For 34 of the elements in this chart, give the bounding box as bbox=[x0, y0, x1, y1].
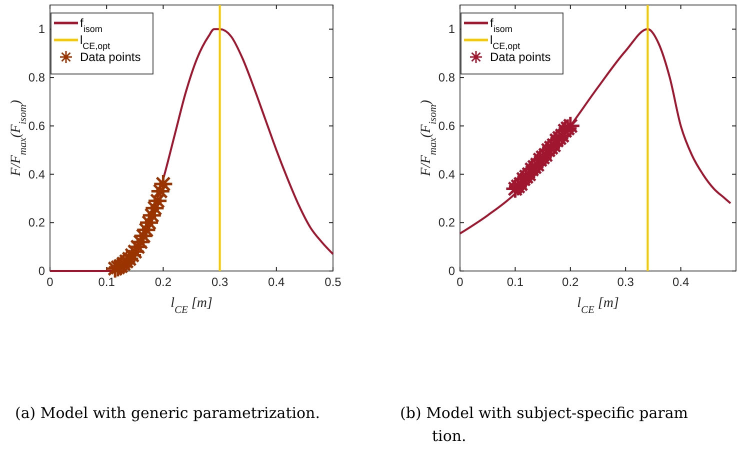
x-tick-label: 0.2 bbox=[562, 275, 580, 289]
legend-label: l$_{CE,opt}$ bbox=[80, 33, 111, 51]
x-tick-label: 0.3 bbox=[617, 275, 634, 289]
x-tick-label: 0.2 bbox=[154, 275, 172, 289]
y-tick-label: 0.4 bbox=[438, 167, 456, 182]
y-tick-label: 0.6 bbox=[28, 118, 46, 133]
x-tick-label: 0 bbox=[46, 275, 54, 289]
x-axis-title: l$_{CE}$ [m] bbox=[170, 296, 212, 316]
y-tick-label: 1 bbox=[448, 22, 456, 36]
x-tick-label: 0.1 bbox=[98, 275, 116, 289]
y-tick-label: 0.2 bbox=[28, 216, 46, 230]
y-tick-label: 0.8 bbox=[28, 70, 46, 85]
y-tick-label: 0.6 bbox=[438, 118, 456, 133]
x-tick-label: 0.4 bbox=[672, 275, 690, 289]
text: tion. bbox=[432, 427, 466, 445]
y-tick-label: 0.2 bbox=[438, 216, 456, 230]
y-tick-label: 0 bbox=[38, 264, 46, 278]
legend-label: f$_{isom}$ bbox=[80, 16, 102, 34]
x-tick-label: 0.1 bbox=[506, 275, 524, 289]
x-tick-label: 0.4 bbox=[268, 275, 286, 289]
legend-label: Data points bbox=[490, 50, 551, 64]
x-tick-label: 0.5 bbox=[324, 275, 342, 289]
legend-label: l$_{CE,opt}$ bbox=[490, 33, 521, 51]
text: (b) Model with subject-specific param bbox=[400, 404, 688, 422]
y-tick-label: 0.4 bbox=[28, 167, 46, 182]
y-tick-label: 1 bbox=[38, 22, 46, 36]
y-tick-label: 0 bbox=[448, 264, 456, 278]
y-tick-label: 0.8 bbox=[438, 70, 456, 85]
x-tick-label: 0 bbox=[456, 275, 464, 289]
legend-label: f$_{isom}$ bbox=[490, 16, 512, 34]
text: (a) Model with generic parametrization. bbox=[15, 404, 320, 422]
legend-label: Data points bbox=[80, 50, 141, 64]
x-tick-label: 0.3 bbox=[211, 275, 228, 289]
x-axis-title: l$_{CE}$ [m] bbox=[577, 296, 619, 316]
